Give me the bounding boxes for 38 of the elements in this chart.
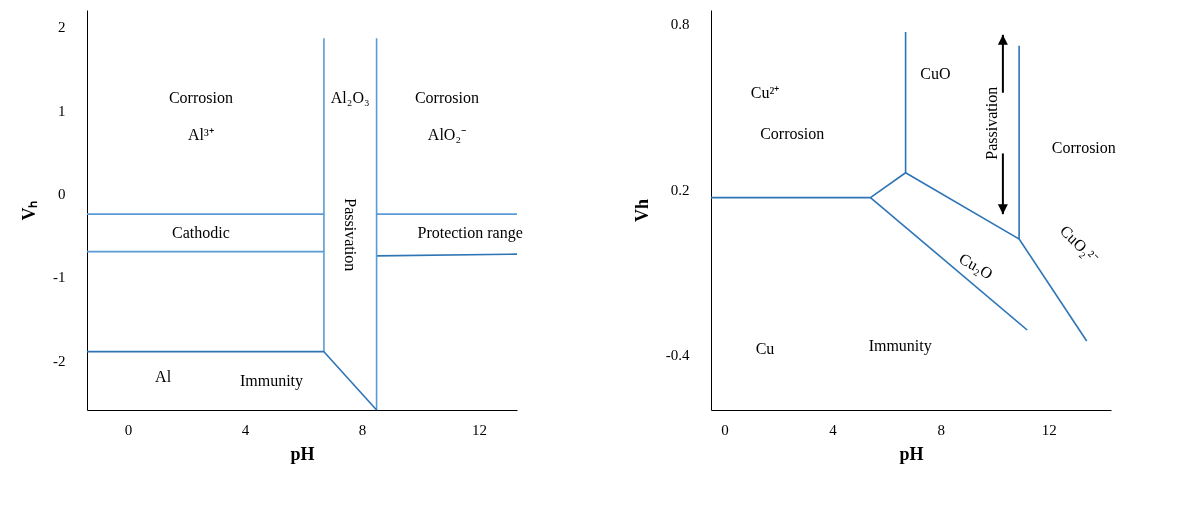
annotation: AlO₂⁻ — [427, 126, 466, 143]
annotation: Passivation — [983, 86, 1001, 160]
annotation: Corrosion — [168, 88, 233, 106]
annotation: Al₂O₃ — [330, 88, 370, 106]
annotation: Immunity — [239, 371, 304, 390]
annotation: Corrosion — [414, 88, 479, 106]
annotation: Corrosion — [1051, 139, 1116, 156]
y-tick-label: -1 — [53, 269, 66, 286]
y-axis-title: Vh — [631, 198, 652, 223]
annotation: Cathodic — [172, 224, 230, 242]
x-tick-label: 0 — [721, 421, 729, 438]
y-tick-label: -0.4 — [665, 347, 690, 364]
annotation: Cu₂O — [956, 249, 996, 283]
y-tick-label: 1 — [58, 102, 66, 119]
annotation: Protection range — [417, 224, 523, 243]
y-axis-title: Vₕ — [19, 200, 39, 221]
x-tick-label: 4 — [829, 421, 838, 438]
x-axis-title: pH — [290, 443, 315, 464]
y-tick-label: -2 — [53, 352, 66, 369]
y-tick-label: 0 — [58, 185, 66, 202]
annotation: Al³⁺ — [188, 126, 214, 143]
annotation: Al — [155, 367, 172, 385]
x-tick-label: 0 — [124, 421, 133, 438]
annotation: Corrosion — [760, 125, 825, 142]
y-tick-label: 0.8 — [670, 16, 690, 33]
annotation: CuO — [920, 64, 951, 82]
annotation: Cu — [755, 340, 775, 358]
annotation: Cu²⁺ — [750, 83, 780, 101]
annotation: Immunity — [868, 337, 932, 356]
x-axis-title: pH — [899, 443, 924, 464]
x-tick-label: 8 — [937, 421, 945, 438]
y-tick-label: 2 — [58, 19, 66, 36]
y-tick-label: 0.2 — [670, 181, 690, 198]
annotation: Passivation — [342, 198, 360, 272]
x-tick-label: 12 — [471, 421, 487, 438]
x-tick-label: 4 — [241, 421, 250, 438]
x-tick-label: 8 — [358, 421, 367, 438]
x-tick-label: 12 — [1041, 421, 1057, 438]
